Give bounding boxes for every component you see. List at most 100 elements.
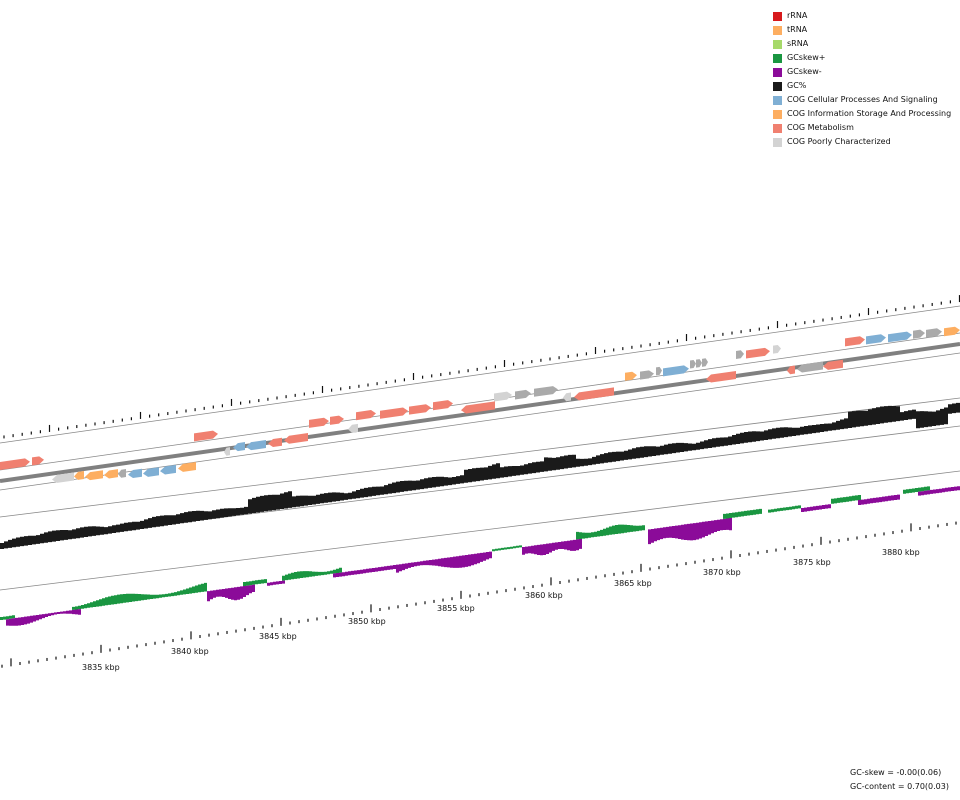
- gene-arrow: [515, 389, 531, 400]
- kbp-ruler: [1, 521, 957, 668]
- reverse-strand-features: [52, 359, 843, 483]
- guide-line: [0, 332, 960, 471]
- gene-arrow: [845, 336, 865, 347]
- gene-arrow: [823, 359, 843, 370]
- guide-line: [0, 305, 960, 444]
- gene-arrow: [534, 386, 558, 397]
- legend-item: COG Metabolism: [773, 121, 951, 135]
- gc-stats: GC-skew = -0.00(0.06) GC-content = 0.70(…: [850, 766, 949, 794]
- legend-swatch: [773, 95, 782, 105]
- legend-label: COG Poorly Characterized: [787, 137, 891, 146]
- legend-item: GCskew+: [773, 51, 951, 65]
- gene-arrow: [706, 370, 736, 383]
- kbp-tick-label: 3855 kbp: [437, 604, 475, 613]
- legend-label: COG Information Storage And Processing: [787, 109, 952, 118]
- gc-content-stat: GC-content = 0.70(0.03): [850, 782, 949, 791]
- kbp-tick-label: 3845 kbp: [259, 632, 297, 641]
- kbp-tick-label: 3865 kbp: [614, 579, 652, 588]
- gene-arrow: [494, 391, 512, 402]
- gc-skew-negative-track: [0, 485, 960, 626]
- gene-arrow: [356, 410, 376, 421]
- gene-arrow: [888, 331, 912, 343]
- gene-arrow: [702, 358, 708, 367]
- guide-line: [0, 397, 960, 518]
- gene-arrow: [330, 415, 344, 425]
- legend-swatch: [773, 123, 782, 133]
- legend-item: COG Cellular Processes And Signaling: [773, 93, 951, 107]
- gene-arrow: [194, 430, 218, 442]
- gene-arrow: [640, 370, 654, 380]
- legend-item: tRNA: [773, 23, 951, 37]
- gene-arrow: [773, 345, 781, 354]
- gene-arrow: [913, 329, 925, 339]
- gene-arrow: [746, 347, 770, 359]
- gene-arrow: [787, 365, 795, 375]
- legend-item: GC%: [773, 79, 951, 93]
- kbp-tick-label: 3840 kbp: [171, 647, 209, 656]
- kbp-tick-label: 3870 kbp: [703, 568, 741, 577]
- gene-arrow: [461, 401, 495, 414]
- legend-item: COG Poorly Characterized: [773, 135, 951, 149]
- gc-content-track: [0, 402, 960, 549]
- gene-arrow: [736, 350, 744, 359]
- gene-arrow: [625, 371, 637, 381]
- legend-swatch: [773, 137, 782, 147]
- gene-arrow: [0, 458, 30, 470]
- gene-arrow: [797, 361, 823, 373]
- kbp-tick-label: 3850 kbp: [348, 617, 386, 626]
- gene-arrow: [85, 470, 103, 481]
- legend-swatch: [773, 11, 782, 21]
- kbp-ruler-labels: 3835 kbp 3840 kbp 3845 kbp 3850 kbp 3855 kbp…: [82, 548, 920, 672]
- gene-arrow: [233, 442, 245, 452]
- legend-item: GCskew-: [773, 65, 951, 79]
- guide-line: [0, 470, 960, 591]
- legend-label: tRNA: [787, 25, 808, 34]
- gene-arrow: [563, 392, 571, 402]
- gene-arrow: [52, 472, 74, 483]
- legend-label: rRNA: [787, 11, 808, 20]
- gene-arrow: [74, 471, 84, 480]
- gene-arrow: [690, 360, 696, 369]
- legend-label: GCskew+: [787, 53, 826, 62]
- kbp-tick-label: 3835 kbp: [82, 663, 120, 672]
- forward-strand-features: [0, 326, 960, 470]
- gene-arrow: [32, 456, 44, 466]
- gene-arrow: [348, 423, 358, 433]
- gene-arrow: [656, 366, 662, 376]
- guide-line: [0, 352, 960, 491]
- gc-skew-stat: GC-skew = -0.00(0.06): [850, 768, 942, 777]
- outer-tick-ring: [3, 295, 960, 439]
- legend-swatch: [773, 25, 782, 35]
- gene-arrow: [128, 468, 142, 479]
- gene-arrow: [663, 365, 689, 377]
- gene-arrow: [433, 400, 453, 411]
- gene-arrow: [178, 462, 196, 472]
- legend-swatch: [773, 81, 782, 91]
- kbp-tick-label: 3880 kbp: [882, 548, 920, 557]
- gene-arrow: [866, 334, 886, 345]
- legend-item: sRNA: [773, 37, 951, 51]
- legend-label: COG Cellular Processes And Signaling: [787, 95, 938, 104]
- gene-arrow: [409, 404, 431, 415]
- legend-swatch: [773, 53, 782, 63]
- legend-label: sRNA: [787, 39, 809, 48]
- gene-arrow: [284, 433, 308, 444]
- legend-label: COG Metabolism: [787, 123, 854, 132]
- gene-arrow: [380, 407, 408, 419]
- legend: rRNA tRNA sRNA GCskew+ GCskew- GC% COG Cellula…: [773, 9, 951, 149]
- legend-swatch: [773, 67, 782, 77]
- gene-arrow: [309, 417, 329, 428]
- gene-arrow: [696, 359, 702, 368]
- legend-label: GCskew-: [787, 67, 822, 76]
- gene-arrow: [268, 437, 282, 448]
- legend-swatch: [773, 109, 782, 119]
- gc-skew-positive-track: [0, 485, 960, 620]
- gene-arrow: [104, 469, 118, 479]
- gene-arrow: [224, 447, 230, 456]
- gene-arrow: [118, 469, 126, 478]
- gene-arrow: [574, 387, 614, 401]
- legend-item: COG Information Storage And Processing: [773, 107, 951, 121]
- legend-item: rRNA: [773, 9, 951, 23]
- legend-label: GC%: [787, 81, 807, 90]
